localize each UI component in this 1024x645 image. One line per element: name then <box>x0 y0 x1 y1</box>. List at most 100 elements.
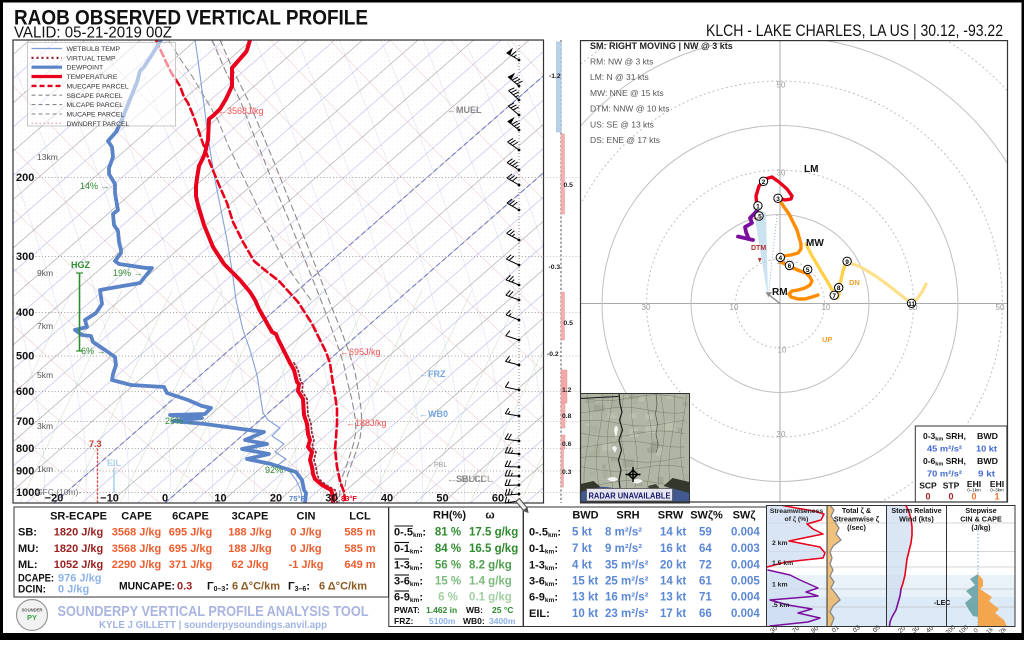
svg-text:6-9km:: 6-9km: <box>394 592 423 605</box>
svg-text:VALID: 05-21-2019 00Z: VALID: 05-21-2019 00Z <box>14 25 172 42</box>
svg-text:0.004: 0.004 <box>731 560 760 572</box>
svg-text:6CAPE: 6CAPE <box>172 511 209 523</box>
svg-text:13km: 13km <box>37 152 58 162</box>
svg-text:585 m: 585 m <box>344 527 375 539</box>
svg-text:6-9km:: 6-9km: <box>529 592 558 605</box>
svg-text:61: 61 <box>699 576 712 588</box>
svg-text:700: 700 <box>16 416 34 428</box>
svg-text:0.8: 0.8 <box>562 413 572 420</box>
svg-text:1-3km:: 1-3km: <box>394 560 423 573</box>
svg-text:50: 50 <box>436 493 448 505</box>
svg-text:17 kt: 17 kt <box>660 608 686 620</box>
svg-text:59: 59 <box>699 527 712 539</box>
svg-text:45 m²/s²: 45 m²/s² <box>927 444 962 454</box>
svg-text:70 m²/s²: 70 m²/s² <box>927 469 962 479</box>
svg-text:0 J/kg: 0 J/kg <box>290 543 321 555</box>
svg-text:1.4 g/kg: 1.4 g/kg <box>469 576 512 588</box>
svg-text:25% →: 25% → <box>165 416 195 426</box>
svg-text:2290 J/kg: 2290 J/kg <box>112 559 162 571</box>
svg-text:DTM: DTM <box>751 245 766 252</box>
svg-text:-0.3: -0.3 <box>549 264 561 271</box>
svg-text:50: 50 <box>777 81 786 90</box>
svg-text:9 kt: 9 kt <box>978 469 995 479</box>
svg-text:0.5: 0.5 <box>564 182 574 189</box>
svg-text:←MULCL: ←MULCL <box>452 474 493 484</box>
svg-text:0.3: 0.3 <box>177 581 192 593</box>
svg-text:6% →: 6% → <box>81 346 106 356</box>
svg-text:1 km: 1 km <box>772 582 788 589</box>
svg-text:5: 5 <box>806 267 810 274</box>
svg-text:of ζ (%): of ζ (%) <box>785 516 809 523</box>
svg-text:SRW: SRW <box>658 510 684 522</box>
svg-text:585 m: 585 m <box>344 543 375 555</box>
svg-text:14 kt: 14 kt <box>660 576 686 588</box>
svg-text:←WB0: ←WB0 <box>419 409 448 419</box>
svg-text:←695J/kg: ←695J/kg <box>340 347 381 357</box>
svg-text:MU:: MU: <box>18 543 39 555</box>
svg-text:7.3: 7.3 <box>89 439 102 449</box>
svg-text:7 kt: 7 kt <box>572 543 592 555</box>
svg-text:KYLE J GILLETT | sounderpysoun: KYLE J GILLETT | sounderpysoundings.anvi… <box>99 620 327 631</box>
svg-text:4 kt: 4 kt <box>572 560 592 572</box>
svg-text:UP: UP <box>822 335 832 344</box>
svg-text:1km: 1km <box>37 464 53 474</box>
svg-text:62 J/kg: 62 J/kg <box>231 559 268 571</box>
svg-text:ML:: ML: <box>18 559 38 571</box>
svg-text:-0.2: -0.2 <box>547 351 559 358</box>
svg-text:1.5 km: 1.5 km <box>772 560 793 567</box>
svg-text:−10: −10 <box>100 493 119 505</box>
svg-text:CIN: CIN <box>297 511 316 523</box>
svg-text:1: 1 <box>994 492 999 502</box>
svg-text:371 J/kg: 371 J/kg <box>169 559 212 571</box>
svg-text:84 %: 84 % <box>435 543 461 555</box>
svg-text:4: 4 <box>778 255 782 262</box>
svg-text:0.1 g/kg: 0.1 g/kg <box>469 592 512 604</box>
svg-text:3568 J/kg: 3568 J/kg <box>112 527 162 539</box>
svg-text:3568 J/kg: 3568 J/kg <box>112 543 162 555</box>
svg-text:WB0:: WB0: <box>463 616 485 626</box>
svg-text:MUECAPE PARCEL: MUECAPE PARCEL <box>67 83 129 90</box>
svg-text:10 kt: 10 kt <box>976 444 997 454</box>
svg-text:CAPE: CAPE <box>121 511 152 523</box>
svg-text:10: 10 <box>730 303 739 312</box>
svg-text:56 %: 56 % <box>435 560 461 572</box>
svg-text:-1 J/kg: -1 J/kg <box>289 559 324 571</box>
svg-text:PY: PY <box>27 613 37 622</box>
svg-text:25 m²/s²: 25 m²/s² <box>605 576 649 588</box>
svg-text:3-6km:: 3-6km: <box>529 576 558 589</box>
svg-text:92% →: 92% → <box>265 465 295 475</box>
svg-text:SRH: SRH <box>616 510 639 522</box>
svg-text:649 m: 649 m <box>344 559 375 571</box>
svg-text:13 kt: 13 kt <box>660 592 686 604</box>
svg-text:17.5 g/kg: 17.5 g/kg <box>469 527 518 539</box>
svg-text:900: 900 <box>16 466 34 478</box>
svg-text:FRZ:: FRZ: <box>394 616 414 626</box>
svg-text:SR-ECAPE: SR-ECAPE <box>50 511 107 523</box>
svg-text:MW: MW <box>806 238 824 249</box>
svg-text:LM: LM <box>804 164 818 175</box>
svg-text:19% →: 19% → <box>113 268 143 278</box>
svg-text:1-3km:: 1-3km: <box>529 560 558 573</box>
svg-text:MUNCAPE:: MUNCAPE: <box>119 581 175 593</box>
svg-text:15 %: 15 % <box>435 576 461 588</box>
svg-text:1: 1 <box>756 203 760 210</box>
svg-text:0.003: 0.003 <box>731 543 760 555</box>
svg-text:15 kt: 15 kt <box>572 576 598 588</box>
svg-text:←FRZ: ←FRZ <box>419 369 446 379</box>
svg-text:30: 30 <box>777 430 786 439</box>
svg-text:30: 30 <box>642 303 651 312</box>
svg-text:695 J/kg: 695 J/kg <box>169 527 212 539</box>
svg-text:0.004: 0.004 <box>731 527 760 539</box>
svg-text:MUCAPE PARCEL: MUCAPE PARCEL <box>67 112 125 119</box>
svg-text:7: 7 <box>832 293 836 300</box>
svg-text:KLCH - LAKE CHARLES, LA US | 3: KLCH - LAKE CHARLES, LA US | 30.12, -93.… <box>706 22 1003 40</box>
svg-text:RADAR UNAVAILABLE: RADAR UNAVAILABLE <box>589 490 671 500</box>
svg-text:SB:: SB: <box>18 527 37 539</box>
svg-text:DEWPOINT: DEWPOINT <box>67 65 104 72</box>
svg-text:PWAT:: PWAT: <box>394 605 420 615</box>
svg-text:DS: ENE @ 17 kts: DS: ENE @ 17 kts <box>590 135 660 145</box>
svg-text:0.005: 0.005 <box>731 576 760 588</box>
svg-text:64: 64 <box>699 543 712 555</box>
svg-text:SWζ: SWζ <box>733 510 756 522</box>
svg-text:16.5 g/kg: 16.5 g/kg <box>469 543 518 555</box>
